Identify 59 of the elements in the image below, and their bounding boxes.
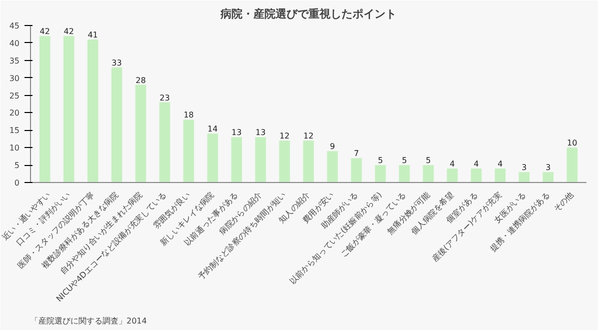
data-label: 23 bbox=[160, 93, 170, 102]
data-label: 13 bbox=[232, 128, 242, 138]
y-tick-label: 0 bbox=[14, 178, 20, 188]
bar bbox=[446, 168, 458, 182]
data-label: 5 bbox=[402, 156, 407, 166]
data-label: 42 bbox=[40, 26, 50, 36]
bar bbox=[566, 148, 578, 182]
data-label: 9 bbox=[330, 142, 336, 152]
data-label: 10 bbox=[567, 138, 578, 148]
data-label: 33 bbox=[112, 58, 122, 68]
data-label: 4 bbox=[450, 160, 455, 169]
y-tick-label: 45 bbox=[9, 22, 20, 30]
bar bbox=[422, 165, 434, 182]
bar bbox=[518, 172, 530, 182]
bar bbox=[183, 120, 194, 182]
bar bbox=[351, 158, 362, 182]
bar bbox=[542, 172, 554, 182]
bar bbox=[159, 102, 170, 182]
y-tick-label: 15 bbox=[9, 126, 20, 136]
x-tick-label: その他 bbox=[552, 190, 576, 214]
bar bbox=[327, 151, 338, 182]
data-label: 41 bbox=[88, 30, 98, 40]
y-tick-label: 40 bbox=[9, 38, 20, 48]
data-label: 13 bbox=[255, 128, 266, 138]
bar bbox=[231, 137, 242, 182]
bar bbox=[494, 168, 506, 182]
y-tick-label: 35 bbox=[9, 56, 20, 66]
data-label: 3 bbox=[522, 163, 527, 172]
bar bbox=[279, 140, 290, 182]
y-tick-label: 25 bbox=[9, 91, 20, 100]
data-label: 14 bbox=[208, 124, 218, 134]
text: 「産院選びに関する調査」2014 bbox=[30, 316, 147, 326]
data-label: 42 bbox=[64, 26, 74, 36]
data-label: 18 bbox=[184, 110, 194, 120]
bar bbox=[255, 137, 266, 182]
bar bbox=[470, 168, 482, 182]
data-label: 4 bbox=[498, 160, 503, 169]
bar bbox=[87, 39, 98, 182]
bar bbox=[398, 165, 410, 182]
y-tick-label: 5 bbox=[14, 161, 20, 170]
bar bbox=[39, 36, 50, 182]
bar bbox=[135, 84, 146, 182]
chart-title: 病院・産院選びで重視したポイント bbox=[220, 8, 396, 20]
y-tick-label: 20 bbox=[9, 108, 20, 118]
data-label: 4 bbox=[474, 160, 479, 169]
bar bbox=[63, 36, 74, 182]
y-tick-label: 30 bbox=[9, 74, 20, 83]
bar bbox=[303, 140, 314, 182]
data-label: 5 bbox=[378, 156, 383, 166]
bar bbox=[111, 67, 122, 182]
data-label: 28 bbox=[136, 76, 146, 85]
data-label: 5 bbox=[426, 156, 431, 166]
y-tick-label: 10 bbox=[9, 144, 20, 153]
data-label: 12 bbox=[303, 132, 314, 141]
bar bbox=[375, 165, 386, 182]
data-label: 7 bbox=[354, 149, 359, 158]
data-label: 12 bbox=[279, 132, 290, 141]
data-label: 3 bbox=[546, 163, 551, 172]
bar bbox=[207, 134, 218, 182]
